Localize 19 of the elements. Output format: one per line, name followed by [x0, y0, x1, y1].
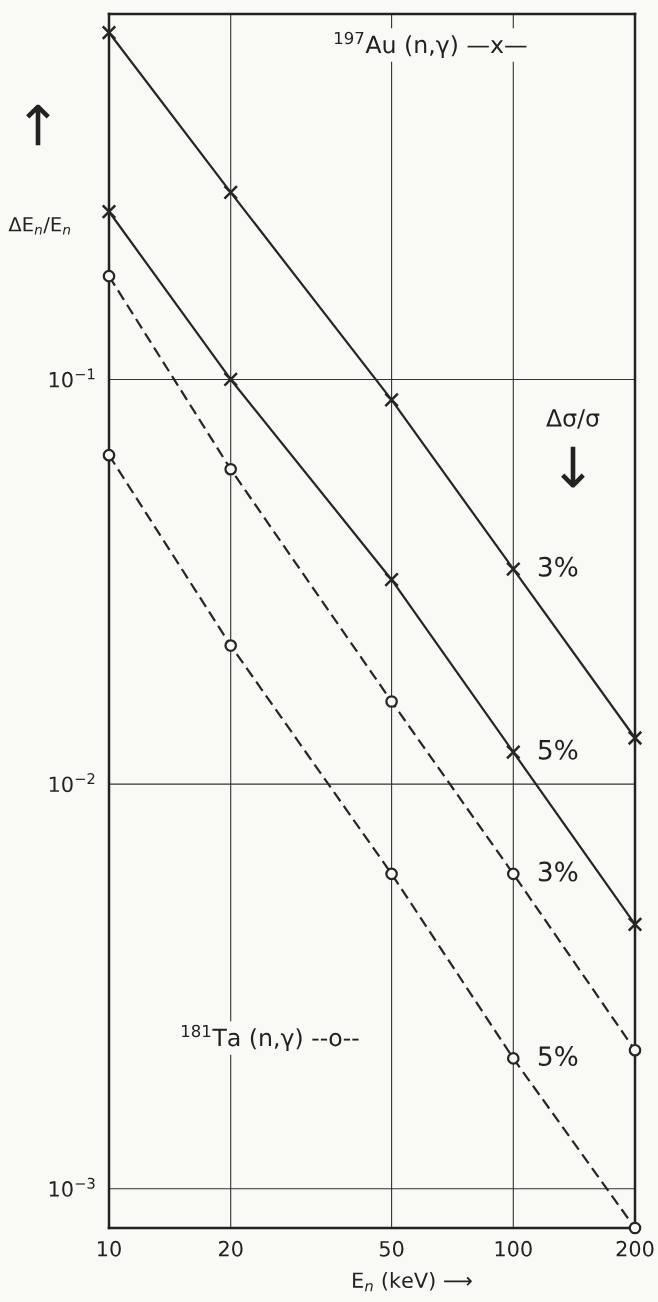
text: ↑: [26, 104, 50, 146]
annotation: Δσ/σ: [546, 409, 600, 429]
x-tick-label: 50: [379, 1240, 404, 1257]
x-tick-label: 10: [98, 1240, 121, 1257]
annotation: ↓: [561, 446, 585, 488]
y-tick-label: 10$^{−2}$: [49, 773, 95, 793]
annotation: $^{197}$Au (n,γ) —x—: [335, 31, 527, 58]
x-axis-title: E$_{n}$ (keV) ⟶: [353, 1272, 472, 1292]
y-axis-title: ΔE$_{n}$/E$_{n}$: [8, 217, 71, 235]
x-tick-label: 200: [616, 1240, 654, 1257]
series-label: 5%: [538, 1046, 578, 1067]
series-label: 3%: [538, 556, 578, 577]
x-tick-label: 20: [218, 1240, 243, 1257]
series-label: 3%: [538, 861, 578, 882]
y-tick-label: 10$^{−1}$: [49, 368, 95, 388]
annotation: $^{181}$Ta (n,γ) --o--: [182, 1024, 359, 1051]
x-tick-label: 100: [495, 1240, 532, 1257]
y-tick-label: 10$^{−3}$: [49, 1177, 95, 1197]
series-label: 5%: [538, 739, 578, 760]
